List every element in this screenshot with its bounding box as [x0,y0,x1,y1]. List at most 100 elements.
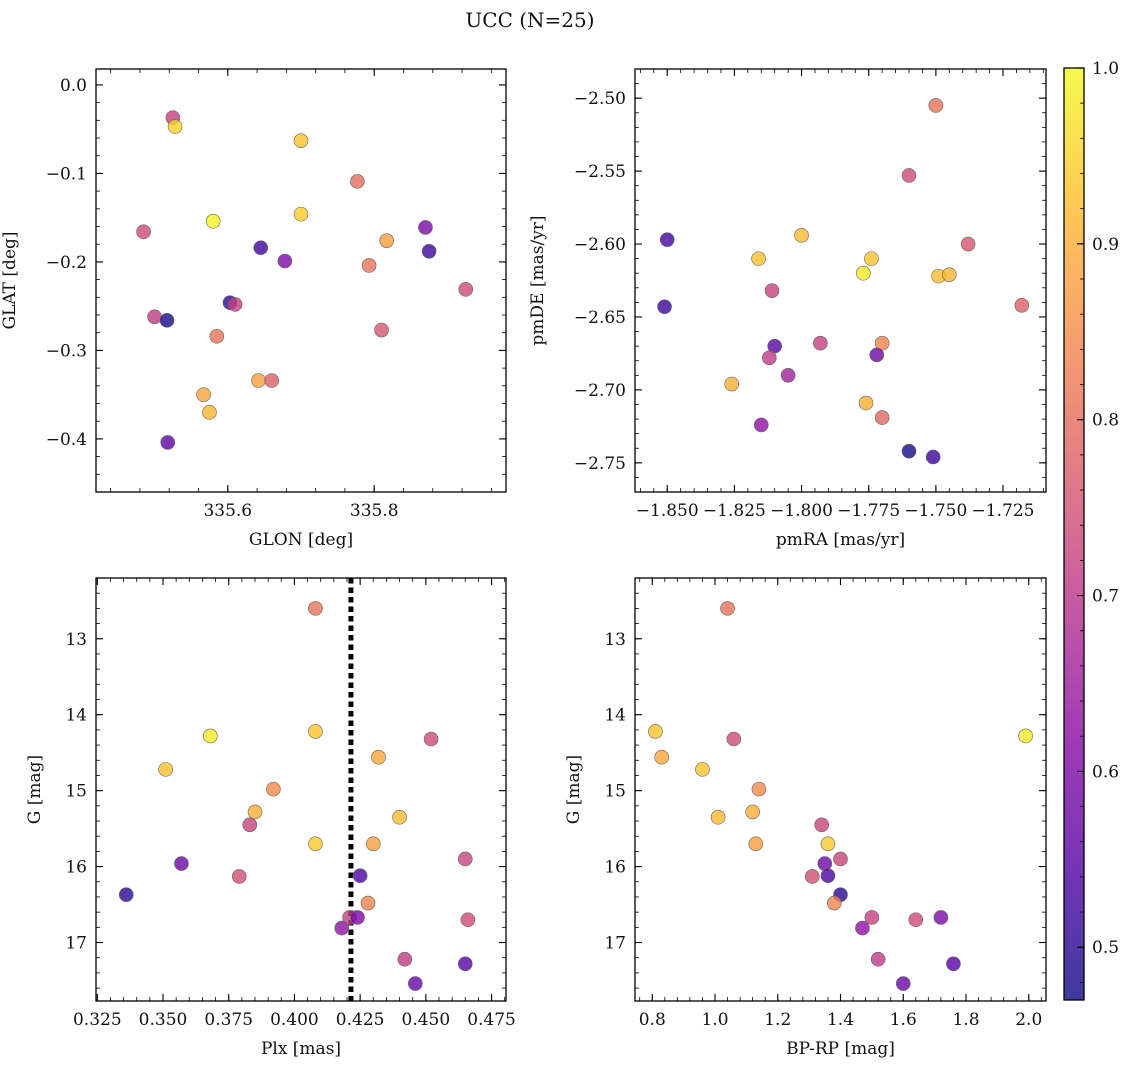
bprp-g-point [814,817,829,833]
pmra-pmde-point [753,417,769,433]
bprp-g-point [695,762,710,777]
pmra-pmde-point [960,236,976,252]
bprp-g-ytick-label: 17 [604,934,626,954]
plx-g-point [352,868,368,883]
glon-glat-point [147,309,162,325]
plx-g-ytick-label: 15 [65,782,87,802]
glon-glat-ytick-label: −0.2 [46,253,87,273]
bprp-g-point [720,601,735,616]
plx-g-point [203,728,218,744]
plx-g-point [158,762,173,777]
pmra-pmde-ylabel: pmDE [mas/yr] [528,215,548,345]
glon-glat-point [160,435,176,450]
plx-g-point [408,976,423,991]
pmra-pmde-xtick-label: −1.850 [636,501,699,521]
glon-glat-ylabel: GLAT [deg] [0,231,20,329]
panels: 335.6 335.8 0.0 −0.1 −0.2 −0.3 −0.4 GLON [deg] G… [0,68,1047,1059]
glon-glat-ytick-label: −0.3 [46,341,87,361]
glon-glat-ytick-label: −0.1 [46,164,87,184]
bprp-g-xtick-label: 0.8 [639,1010,666,1030]
glon-glat-point [202,405,217,420]
glon-glat-point [421,243,437,259]
glon-glat-point [227,297,243,312]
plx-g-xtick-label: 0.450 [402,1010,451,1030]
plx-g-point [247,804,263,820]
pmra-pmde-xtick-label: −1.825 [703,501,766,521]
pmra-pmde-point [657,299,672,315]
plx-g-point [118,887,134,902]
pmra-pmde-ytick-label: −2.65 [574,308,626,328]
bprp-g-xtick-label: 1.6 [890,1010,917,1030]
pmra-pmde-point [724,376,740,392]
plx-g-frame [95,577,507,1002]
colorbar-tick-label: 0.7 [1092,587,1119,607]
bprp-g-point [826,895,842,911]
bprp-g-point [870,951,886,967]
glon-glat-xtick-label: 335.6 [203,501,252,521]
plx-g-point [231,869,247,884]
bprp-g-point [751,781,767,797]
bprp-g-ticks [635,577,1046,1001]
bprp-g-point [654,749,669,765]
glon-glat-point [136,224,151,240]
colorbar-tick-label: 0.5 [1092,938,1119,958]
bprp-g-point [748,836,764,852]
bprp-g-point [804,869,820,884]
glon-glat-point [253,240,269,256]
colorbar-gradient [1064,68,1084,1000]
plx-g-point [308,724,323,739]
bprp-g-point [1018,728,1033,744]
plx-g-point [423,731,439,747]
plx-g-ticks [96,577,506,1001]
pmra-pmde-point [780,368,796,383]
plx-g-point [457,956,473,972]
pmra-pmde-point [858,395,874,411]
glon-glat-point [293,206,309,222]
bprp-g-point [710,809,726,825]
bprp-g-point [895,976,911,991]
plx-g-point [174,856,189,871]
bprp-g-xtick-label: 2.0 [1015,1010,1042,1030]
bprp-g-xtick-label: 1.2 [764,1010,791,1030]
glon-glat-point [159,313,175,328]
bprp-g-point [946,956,961,972]
pmra-pmde-xtick-label: −1.750 [904,501,967,521]
pmra-pmde-point [813,335,828,351]
pmra-pmde-xtick-label: −1.800 [770,501,833,521]
colorbar-frame [1063,67,1085,1001]
pmra-pmde-point [941,267,957,282]
plx-g-point [350,910,365,925]
plx-g-point [308,836,323,852]
plx-g-xtick-label: 0.425 [336,1010,385,1030]
bprp-g-point [648,724,663,739]
pmra-pmde-point [901,168,917,183]
pmra-pmde-ytick-label: −2.70 [574,381,626,401]
bprp-g-point [833,851,848,867]
plx-g-xtick-label: 0.350 [139,1010,188,1030]
pmra-pmde-point [864,251,879,266]
glon-glat-point [251,373,266,388]
glon-glat-frame [95,68,507,493]
plx-g-xtick-label: 0.475 [467,1010,516,1030]
glon-glat-point [209,328,225,344]
bprp-g-xtick-label: 1.8 [952,1010,979,1030]
pmra-pmde-point [928,98,944,113]
glon-glat-point [374,322,389,338]
plx-g-point [457,851,473,867]
bprp-g-xtick-label: 1.0 [701,1010,728,1030]
pmra-pmde-frame [634,68,1047,493]
bprp-g-point [864,910,880,925]
bprp-g-point [817,856,833,871]
glon-glat-point [196,387,211,402]
colorbar-tick-label: 0.9 [1092,235,1119,255]
colorbar-tick-label: 0.6 [1092,762,1119,782]
colorbar-tick-label: 1.0 [1092,59,1119,79]
plx-g-point [392,809,407,825]
glon-glat-point [167,119,183,134]
plx-g-point [460,912,476,928]
colorbar: 0.5 0.6 0.7 0.8 0.9 1.0 [1063,59,1119,1001]
pmra-pmde-ytick-label: −2.50 [574,89,626,109]
bprp-g-point [855,920,870,936]
pmra-pmde-ytick-label: −2.55 [574,162,626,182]
